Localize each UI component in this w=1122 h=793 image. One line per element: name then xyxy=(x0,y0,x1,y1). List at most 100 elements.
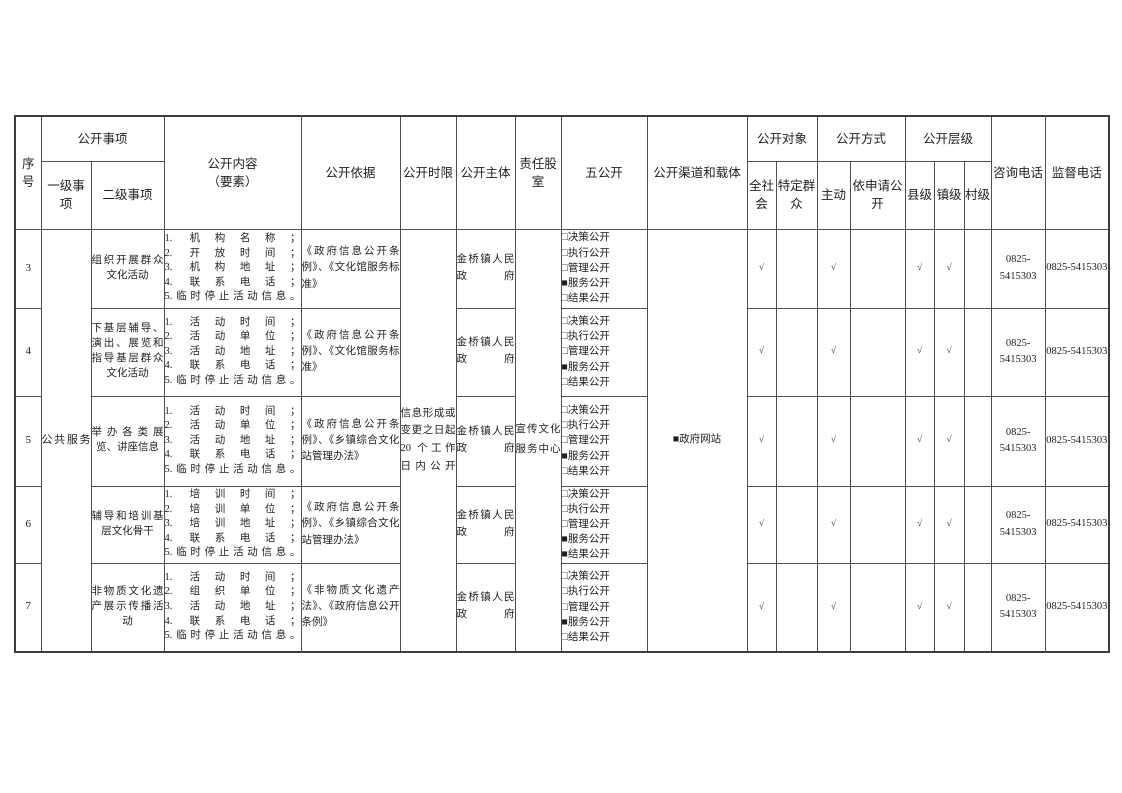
header-target-group: 公开对象 xyxy=(746,115,818,162)
content-line: 2. 活动单位； xyxy=(164,420,301,432)
table-row: 6 辅导和培训基层文化骨干 1. 培训时间； 2. 培训单位； 3. 培训地址；… xyxy=(14,485,1110,564)
five-public-option: □管理公开 xyxy=(561,346,610,358)
header-subject: 公开主体 xyxy=(455,115,516,230)
header-row-groups: 序号 公开事项 公开内容 （要素） 公开依据 公开时限 公开主体 责任股室 五公… xyxy=(14,115,1110,230)
on-request-check xyxy=(849,307,906,397)
five-public-list: □决策公开 □执行公开 □管理公开 ■服务公开 □结果公开 xyxy=(560,395,648,487)
five-public-list: □决策公开 □执行公开 □管理公开 ■服务公开 □结果公开 xyxy=(560,562,648,653)
level2-item-cell: 举办各类展览、讲座信息 xyxy=(90,395,165,487)
specific-groups-check xyxy=(775,228,818,309)
specific-groups-check xyxy=(775,562,818,653)
header-row-sub: 一级事项 二级事项 全社会 特定群众 主动 依申请公开 县级 镇级 村级 xyxy=(15,160,1109,230)
table-row: 4 下基层辅导、演出、展览和指导基层群众文化活动 1. 活动时间； 2. 活动单… xyxy=(14,307,1110,397)
five-public-list: □决策公开 □执行公开 □管理公开 ■服务公开 □结果公开 xyxy=(560,307,648,397)
header-public-matters: 公开事项 xyxy=(40,115,165,162)
level1-item-cell: 公共服务 xyxy=(40,228,92,653)
five-public-list: □决策公开 □执行公开 □管理公开 ■服务公开 □结果公开 xyxy=(560,228,648,309)
five-public-option: □管理公开 xyxy=(561,435,610,447)
content-line: 5.临时停止活动信息。 xyxy=(164,291,301,303)
town-check: √ xyxy=(933,562,965,653)
header-time-limit: 公开时限 xyxy=(399,115,457,230)
village-check xyxy=(963,395,992,487)
on-request-check xyxy=(849,562,906,653)
five-public-option: □决策公开 xyxy=(561,488,610,500)
five-public-option: □管理公开 xyxy=(561,601,610,613)
time-limit-cell: 信息形成或变更之日起 20 个工作日内公开 xyxy=(399,228,457,653)
whole-society-check: √ xyxy=(746,562,777,653)
five-public-option: □决策公开 xyxy=(561,404,610,416)
on-request-check xyxy=(849,228,906,309)
five-public-option: ■结果公开 xyxy=(561,549,610,561)
serial-cell: 3 xyxy=(14,228,42,309)
village-check xyxy=(963,307,992,397)
content-list: 1. 活动时间； 2. 组织单位； 3. 活动地址； 4. 联系电话； 5.临时… xyxy=(163,562,302,653)
active-check: √ xyxy=(816,485,851,564)
header-county: 县级 xyxy=(904,160,935,230)
five-public-option: ■服务公开 xyxy=(561,361,610,373)
content-line: 5.临时停止活动信息。 xyxy=(164,630,301,642)
village-check xyxy=(963,485,992,564)
five-public-option: ■服务公开 xyxy=(561,616,610,628)
supervise-phone-cell: 0825-5415303 xyxy=(1044,562,1110,653)
document-page: 序号 公开事项 公开内容 （要素） 公开依据 公开时限 公开主体 责任股室 五公… xyxy=(14,115,1111,654)
county-check: √ xyxy=(904,562,935,653)
five-public-option: □结果公开 xyxy=(561,376,610,388)
content-line: 5.临时停止活动信息。 xyxy=(164,374,301,386)
serial-cell: 6 xyxy=(14,485,42,564)
consult-phone-cell: 0825-5415303 xyxy=(990,562,1046,653)
content-line: 4. 联系电话； xyxy=(164,276,301,288)
town-check: √ xyxy=(933,395,965,487)
header-channel: 公开渠道和载体 xyxy=(646,115,748,230)
content-line: 4. 联系电话； xyxy=(164,532,301,544)
supervise-phone-cell: 0825-5415303 xyxy=(1044,485,1110,564)
table-row: 5 举办各类展览、讲座信息 1. 活动时间； 2. 活动单位； 3. 活动地址；… xyxy=(14,395,1110,487)
level2-item-cell: 非物质文化遗产展示传播活动 xyxy=(90,562,165,653)
header-five-public: 五公开 xyxy=(560,115,648,230)
active-check: √ xyxy=(816,562,851,653)
header-content-line1: 公开内容 xyxy=(207,156,258,171)
five-public-option: □执行公开 xyxy=(561,503,610,515)
active-check: √ xyxy=(816,307,851,397)
five-public-option: □执行公开 xyxy=(561,247,610,259)
content-line: 3. 培训地址； xyxy=(164,518,301,530)
five-public-option: □管理公开 xyxy=(561,262,610,274)
village-check xyxy=(963,562,992,653)
five-public-option: ■服务公开 xyxy=(561,278,610,290)
header-method-group: 公开方式 xyxy=(816,115,906,162)
consult-phone-cell: 0825-5415303 xyxy=(990,485,1046,564)
header-content: 公开内容 （要素） xyxy=(163,115,302,230)
five-public-option: □决策公开 xyxy=(561,315,610,327)
five-public-option: □结果公开 xyxy=(561,465,610,477)
whole-society-check: √ xyxy=(746,307,777,397)
header-level-group: 公开层级 xyxy=(904,115,992,162)
on-request-check xyxy=(849,395,906,487)
header-level2-item: 二级事项 xyxy=(90,160,165,230)
five-public-option: □结果公开 xyxy=(561,632,610,644)
town-check: √ xyxy=(933,307,965,397)
basis-cell: 《政府信息公开条例》、《文化馆服务标准》 xyxy=(300,307,401,397)
county-check: √ xyxy=(904,485,935,564)
five-public-list: □决策公开 □执行公开 □管理公开 ■服务公开 ■结果公开 xyxy=(560,485,648,564)
subject-cell: 金桥镇人民政府 xyxy=(455,485,516,564)
content-line: 5.临时停止活动信息。 xyxy=(164,547,301,559)
content-line: 2. 组织单位； xyxy=(164,586,301,598)
public-disclosure-table: 序号 公开事项 公开内容 （要素） 公开依据 公开时限 公开主体 责任股室 五公… xyxy=(14,115,1111,654)
county-check: √ xyxy=(904,395,935,487)
content-line: 3. 活动地址； xyxy=(164,600,301,612)
supervise-phone-cell: 0825-5415303 xyxy=(1044,307,1110,397)
five-public-option: □管理公开 xyxy=(561,518,610,530)
content-line: 2. 活动单位； xyxy=(164,331,301,343)
header-content-line2: （要素） xyxy=(207,174,258,189)
content-line: 1. 机构名称； xyxy=(164,233,301,245)
specific-groups-check xyxy=(775,395,818,487)
header-on-request: 依申请公开 xyxy=(849,160,906,230)
content-line: 3. 活动地址； xyxy=(164,345,301,357)
header-level1-item: 一级事项 xyxy=(40,160,92,230)
header-village: 村级 xyxy=(963,160,992,230)
serial-cell: 5 xyxy=(14,395,42,487)
header-active: 主动 xyxy=(816,160,851,230)
specific-groups-check xyxy=(775,307,818,397)
header-serial: 序号 xyxy=(14,115,42,230)
content-list: 1. 活动时间； 2. 活动单位； 3. 活动地址； 4. 联系电话； 5.临时… xyxy=(163,307,302,397)
basis-cell: 《政府信息公开条例》、《乡镇综合文化站管理办法》 xyxy=(300,395,401,487)
